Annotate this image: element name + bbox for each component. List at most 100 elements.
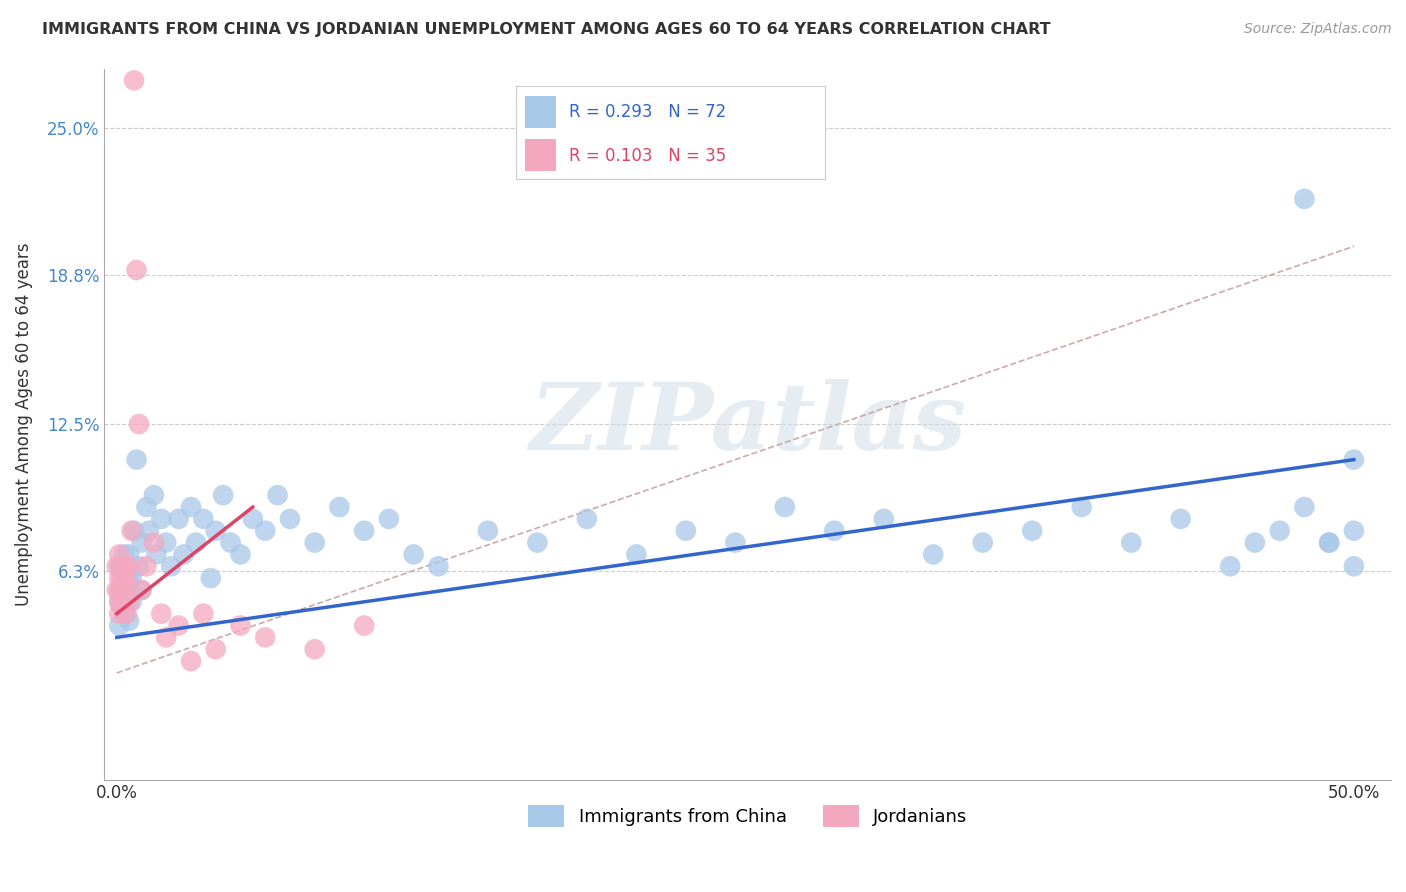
Point bbox=[122, 73, 145, 87]
Point bbox=[1244, 535, 1267, 549]
Point bbox=[427, 559, 450, 574]
Point bbox=[242, 512, 264, 526]
Point bbox=[108, 548, 131, 562]
Point bbox=[125, 452, 148, 467]
Point bbox=[108, 618, 131, 632]
Point bbox=[118, 548, 141, 562]
Point bbox=[278, 512, 301, 526]
Point bbox=[328, 500, 350, 514]
Point bbox=[773, 500, 796, 514]
Point bbox=[1317, 535, 1340, 549]
Point bbox=[118, 595, 141, 609]
Text: IMMIGRANTS FROM CHINA VS JORDANIAN UNEMPLOYMENT AMONG AGES 60 TO 64 YEARS CORREL: IMMIGRANTS FROM CHINA VS JORDANIAN UNEMP… bbox=[42, 22, 1050, 37]
Point bbox=[105, 559, 128, 574]
Point bbox=[112, 571, 135, 585]
Point bbox=[1343, 452, 1365, 467]
Point bbox=[1121, 535, 1143, 549]
Point bbox=[131, 582, 153, 597]
Point bbox=[111, 599, 134, 614]
Point bbox=[155, 535, 177, 549]
Point bbox=[1317, 535, 1340, 549]
Point bbox=[111, 559, 134, 574]
Point bbox=[204, 642, 226, 657]
Point bbox=[1070, 500, 1092, 514]
Point bbox=[145, 548, 167, 562]
Point bbox=[180, 500, 202, 514]
Point bbox=[204, 524, 226, 538]
Point bbox=[1219, 559, 1241, 574]
Point bbox=[1294, 500, 1316, 514]
Point bbox=[111, 559, 134, 574]
Point bbox=[193, 607, 215, 621]
Point bbox=[111, 571, 134, 585]
Point bbox=[304, 642, 326, 657]
Point bbox=[115, 582, 138, 597]
Text: ZIPatlas: ZIPatlas bbox=[529, 379, 966, 469]
Point bbox=[121, 571, 143, 585]
Point bbox=[1268, 524, 1291, 538]
Point bbox=[121, 524, 143, 538]
Point bbox=[1343, 559, 1365, 574]
Point bbox=[1170, 512, 1192, 526]
Point bbox=[160, 559, 183, 574]
Point bbox=[150, 512, 173, 526]
Point bbox=[142, 488, 165, 502]
Point bbox=[111, 582, 134, 597]
Point bbox=[254, 631, 277, 645]
Point bbox=[1343, 524, 1365, 538]
Text: Source: ZipAtlas.com: Source: ZipAtlas.com bbox=[1244, 22, 1392, 37]
Point bbox=[112, 571, 135, 585]
Point bbox=[675, 524, 697, 538]
Point bbox=[131, 582, 153, 597]
Point bbox=[105, 582, 128, 597]
Point bbox=[155, 631, 177, 645]
Point bbox=[823, 524, 845, 538]
Point bbox=[922, 548, 945, 562]
Point bbox=[118, 614, 141, 628]
Point bbox=[180, 654, 202, 668]
Point bbox=[131, 535, 153, 549]
Point bbox=[128, 417, 150, 431]
Point bbox=[115, 575, 138, 590]
Point bbox=[135, 559, 157, 574]
Point bbox=[112, 607, 135, 621]
Point bbox=[135, 500, 157, 514]
Point bbox=[353, 618, 375, 632]
Point bbox=[378, 512, 401, 526]
Point bbox=[353, 524, 375, 538]
Point bbox=[112, 548, 135, 562]
Point bbox=[254, 524, 277, 538]
Point bbox=[526, 535, 548, 549]
Point bbox=[125, 263, 148, 277]
Point bbox=[150, 607, 173, 621]
Point bbox=[167, 512, 190, 526]
Point bbox=[108, 582, 131, 597]
Point bbox=[115, 559, 138, 574]
Point bbox=[108, 595, 131, 609]
Point bbox=[112, 595, 135, 609]
Point bbox=[219, 535, 242, 549]
Point bbox=[108, 559, 131, 574]
Point bbox=[972, 535, 994, 549]
Point bbox=[873, 512, 896, 526]
Point bbox=[184, 535, 207, 549]
Point bbox=[1294, 192, 1316, 206]
Point bbox=[304, 535, 326, 549]
Point bbox=[142, 535, 165, 549]
Point bbox=[193, 512, 215, 526]
Point bbox=[167, 618, 190, 632]
Point bbox=[212, 488, 235, 502]
Point bbox=[229, 618, 252, 632]
Point bbox=[108, 607, 131, 621]
Legend: Immigrants from China, Jordanians: Immigrants from China, Jordanians bbox=[520, 798, 974, 835]
Point bbox=[118, 559, 141, 574]
Point bbox=[122, 524, 145, 538]
Point bbox=[118, 575, 141, 590]
Point bbox=[724, 535, 747, 549]
Point bbox=[112, 559, 135, 574]
Point bbox=[138, 524, 160, 538]
Point bbox=[128, 559, 150, 574]
Point bbox=[575, 512, 598, 526]
Point bbox=[1021, 524, 1043, 538]
Point bbox=[173, 548, 195, 562]
